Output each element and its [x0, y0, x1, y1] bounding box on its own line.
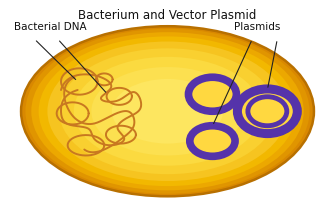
Ellipse shape [74, 57, 261, 166]
Ellipse shape [59, 48, 276, 174]
Ellipse shape [238, 89, 297, 134]
Ellipse shape [190, 126, 235, 156]
Ellipse shape [189, 77, 237, 111]
Ellipse shape [31, 32, 304, 190]
Ellipse shape [48, 42, 287, 181]
Ellipse shape [21, 26, 314, 196]
Text: Bacterial DNA: Bacterial DNA [14, 22, 87, 32]
Ellipse shape [112, 79, 223, 144]
Text: Plasmids: Plasmids [234, 22, 280, 32]
Ellipse shape [91, 67, 244, 156]
Ellipse shape [25, 29, 310, 194]
Ellipse shape [248, 97, 287, 126]
Ellipse shape [39, 36, 296, 186]
Text: Bacterium and Vector Plasmid: Bacterium and Vector Plasmid [78, 9, 257, 22]
